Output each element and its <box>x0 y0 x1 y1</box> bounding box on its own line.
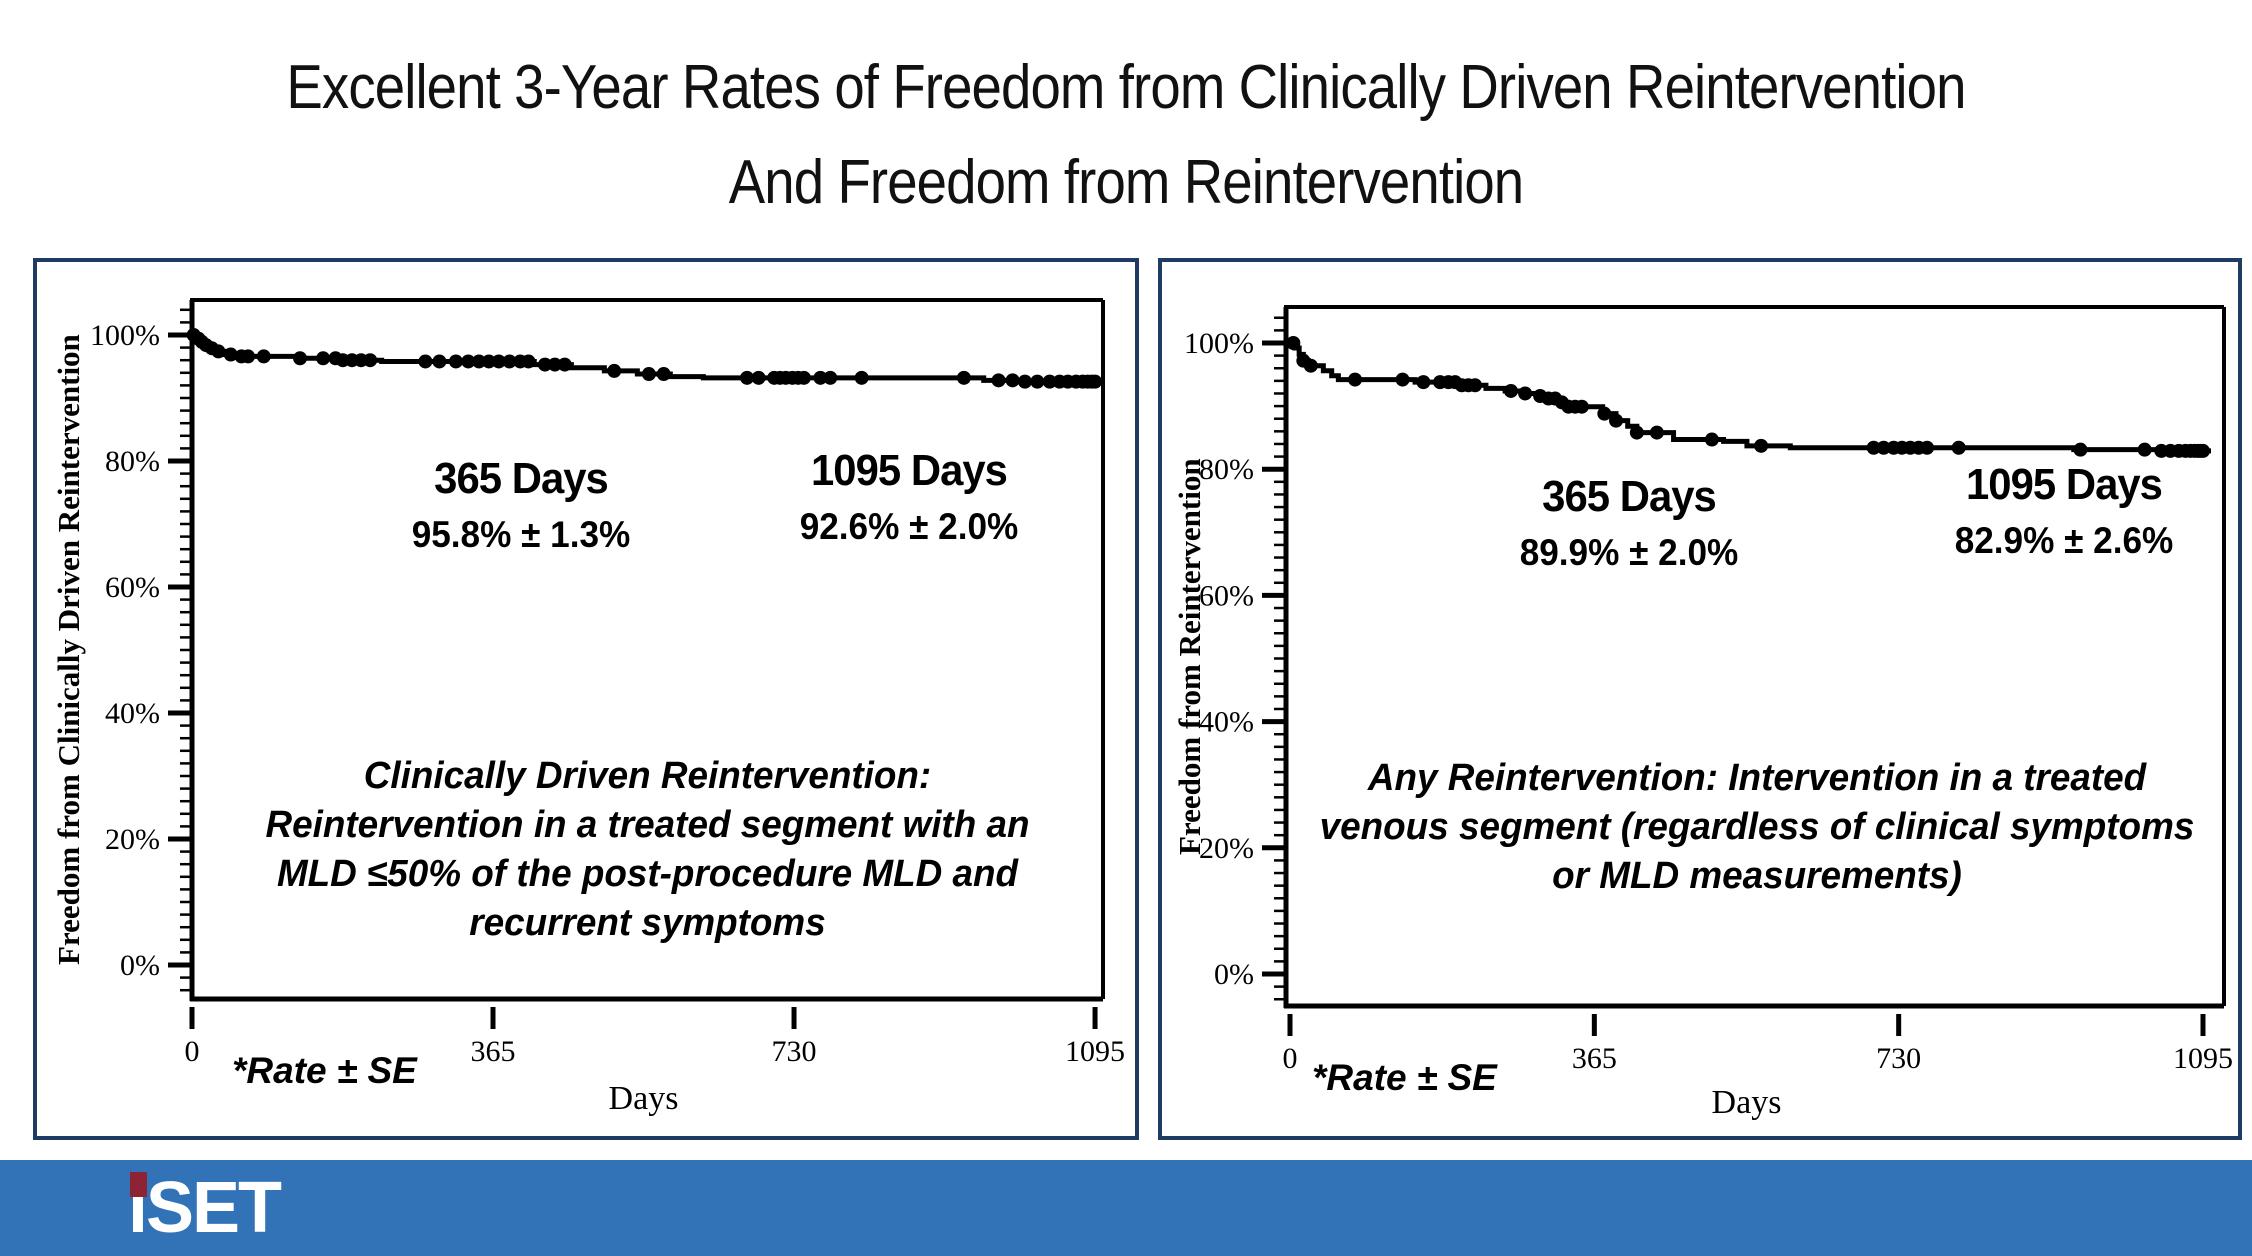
definition-line: venous segment (regardless of clinical s… <box>1319 806 2195 848</box>
definition-line: Clinically Driven Reintervention: <box>363 755 932 797</box>
rate-se-footnote-left: *Rate ± SE <box>232 1050 417 1091</box>
slide-title-line-1: Excellent 3-Year Rates of Freedom from C… <box>286 53 1966 122</box>
svg-text:60%: 60% <box>1199 579 1254 612</box>
svg-text:20%: 20% <box>1199 832 1254 865</box>
annotation-heading: 365 Days <box>1542 472 1717 521</box>
svg-text:0%: 0% <box>120 949 160 982</box>
annotation-365-days-right: 365 Days 89.9% ± 2.0% <box>1479 472 1779 574</box>
annotation-1095-days-right: 1095 Days 82.9% ± 2.6% <box>1914 460 2214 562</box>
iset-logo: iSET <box>128 1168 282 1248</box>
slide-title: Excellent 3-Year Rates of Freedom from C… <box>135 40 2117 230</box>
annotation-value: 89.9% ± 2.0% <box>1519 532 1739 573</box>
definition-line: Any Reintervention: Intervention in a tr… <box>1367 757 2147 799</box>
definition-note-left: Clinically Driven Reintervention: Reinte… <box>206 752 1090 948</box>
annotation-1095-days-left: 1095 Days 92.6% ± 2.0% <box>759 446 1059 548</box>
annotation-value: 82.9% ± 2.6% <box>1954 520 2174 561</box>
right-x-axis-label: Days <box>1711 1084 1782 1121</box>
svg-text:1095: 1095 <box>2173 1042 2233 1075</box>
slide-title-line-2: And Freedom from Reintervention <box>728 148 1524 217</box>
panel-clinically-driven-reintervention: Freedom from Clinically Driven Reinterve… <box>33 258 1139 1140</box>
left-x-axis-label: Days <box>608 1080 679 1117</box>
definition-line: Reintervention in a treated segment with… <box>265 804 1030 846</box>
svg-text:730: 730 <box>1876 1042 1921 1075</box>
svg-text:40%: 40% <box>1199 706 1254 739</box>
definition-line: or MLD measurements) <box>1552 855 1962 897</box>
svg-text:1095: 1095 <box>1065 1035 1125 1068</box>
km-chart-clinically-driven: 100% 80% 60% 40% 20% 0% 0 365 730 1095 <box>90 298 1125 1068</box>
svg-text:80%: 80% <box>1199 453 1254 486</box>
panel-any-reintervention: Freedom from Reintervention 100% 80% 60% 40… <box>1158 258 2242 1140</box>
svg-text:20%: 20% <box>105 823 160 856</box>
annotation-heading: 365 Days <box>434 454 609 503</box>
definition-line: MLD ≤50% of the post-procedure MLD and <box>276 853 1019 895</box>
annotation-heading: 1095 Days <box>811 446 1008 495</box>
km-chart-any-reintervention: 100% 80% 60% 40% 20% 0% 0 365 730 1095 <box>1184 305 2233 1075</box>
iset-logo-red-square-icon <box>130 1172 147 1197</box>
annotation-heading: 1095 Days <box>1966 460 2163 509</box>
annotation-365-days-left: 365 Days 95.8% ± 1.3% <box>371 454 671 556</box>
svg-text:60%: 60% <box>105 571 160 604</box>
svg-text:0: 0 <box>1283 1042 1298 1075</box>
svg-text:40%: 40% <box>105 697 160 730</box>
iset-logo-text: iSET <box>128 1168 282 1248</box>
svg-text:365: 365 <box>1572 1042 1617 1075</box>
definition-line: recurrent symptoms <box>469 902 826 944</box>
svg-text:80%: 80% <box>105 445 160 478</box>
svg-text:100%: 100% <box>1184 327 1254 360</box>
svg-text:730: 730 <box>772 1035 817 1068</box>
svg-text:365: 365 <box>471 1035 516 1068</box>
svg-text:0: 0 <box>185 1035 200 1068</box>
rate-se-footnote-right: *Rate ± SE <box>1312 1057 1497 1098</box>
annotation-value: 95.8% ± 1.3% <box>411 514 631 555</box>
annotation-value: 92.6% ± 2.0% <box>799 506 1019 547</box>
svg-text:0%: 0% <box>1214 958 1254 991</box>
svg-text:100%: 100% <box>90 319 160 352</box>
footer-bar: iSET <box>0 1160 2252 1256</box>
definition-note-right: Any Reintervention: Intervention in a tr… <box>1304 754 2210 901</box>
